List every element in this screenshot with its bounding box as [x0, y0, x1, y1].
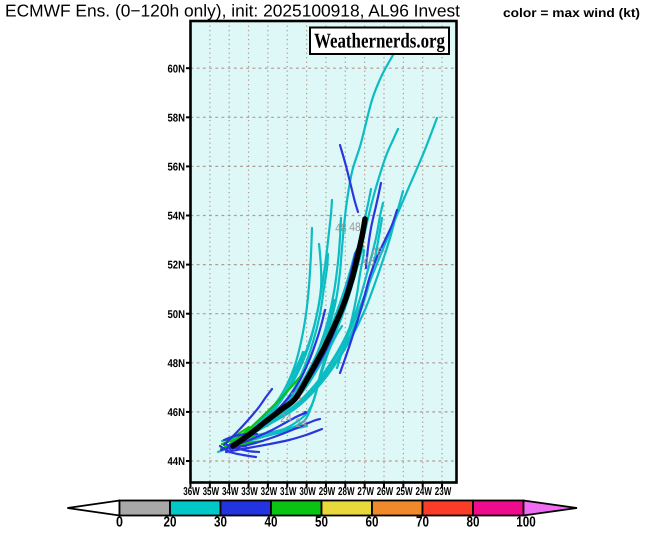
svg-text:30W: 30W [299, 486, 316, 498]
svg-text:48N: 48N [168, 358, 186, 370]
svg-text:23W: 23W [435, 486, 452, 498]
svg-text:Weathernerds.org: Weathernerds.org [314, 29, 445, 53]
svg-text:54N: 54N [168, 211, 186, 223]
svg-text:30: 30 [214, 514, 227, 530]
svg-text:31W: 31W [280, 486, 297, 498]
svg-text:36W: 36W [183, 486, 200, 498]
svg-text:48: 48 [371, 245, 383, 259]
svg-text:28W: 28W [338, 486, 355, 498]
svg-text:48: 48 [335, 221, 347, 235]
svg-text:44N: 44N [168, 456, 186, 468]
svg-text:60: 60 [366, 514, 379, 530]
svg-text:29W: 29W [319, 486, 336, 498]
svg-text:60N: 60N [168, 63, 186, 75]
svg-text:48: 48 [349, 220, 361, 234]
svg-text:24: 24 [280, 411, 292, 425]
svg-text:20: 20 [164, 514, 177, 530]
svg-text:48: 48 [363, 254, 375, 268]
svg-text:56N: 56N [168, 162, 186, 174]
svg-text:26W: 26W [377, 486, 394, 498]
svg-text:52N: 52N [168, 260, 186, 272]
svg-text:color = max wind (kt): color = max wind (kt) [503, 6, 640, 20]
svg-text:32W: 32W [261, 486, 278, 498]
svg-text:0: 0 [116, 514, 123, 530]
svg-text:100: 100 [516, 514, 536, 530]
svg-text:24: 24 [295, 416, 307, 430]
svg-text:58N: 58N [168, 112, 186, 124]
svg-text:46N: 46N [168, 407, 186, 419]
svg-text:70: 70 [416, 514, 429, 530]
svg-text:50: 50 [315, 514, 328, 530]
svg-text:27W: 27W [357, 486, 374, 498]
svg-text:34W: 34W [222, 486, 239, 498]
svg-text:24W: 24W [415, 486, 432, 498]
svg-text:33W: 33W [241, 486, 258, 498]
svg-text:ECMWF Ens. (0−120h only), init: ECMWF Ens. (0−120h only), init: 20251009… [5, 1, 460, 21]
svg-text:80: 80 [467, 514, 480, 530]
svg-text:25W: 25W [396, 486, 413, 498]
svg-text:40: 40 [265, 514, 278, 530]
svg-text:50N: 50N [168, 309, 186, 321]
svg-text:35W: 35W [203, 486, 220, 498]
